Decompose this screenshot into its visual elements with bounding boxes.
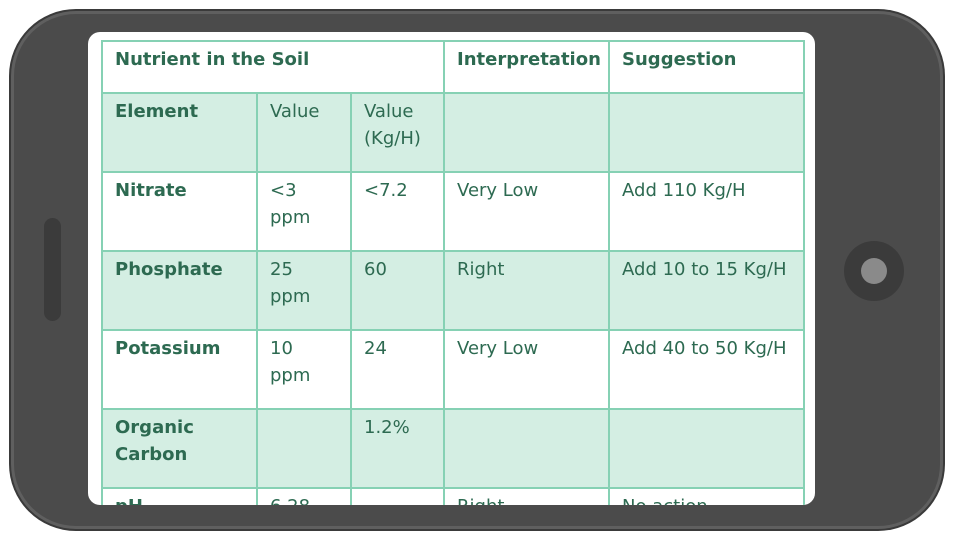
table-cell: No action [608, 487, 806, 505]
header-row: Nutrient in the Soil Interpretation Sugges… [100, 40, 806, 94]
table-cell: 1.2% [349, 408, 446, 489]
table-cell [608, 408, 806, 489]
table-cell: <7.2 [349, 171, 446, 252]
table-cell: Add 10 to 15 Kg/H [608, 250, 806, 331]
table-cell: Add 40 to 50 Kg/H [608, 329, 806, 410]
table-cell [256, 408, 352, 489]
table-cell: Potassium [101, 329, 258, 410]
table-cell: Very Low [443, 329, 611, 410]
header-cell: Interpretation [443, 40, 611, 94]
table-cell: Nitrate [101, 171, 258, 252]
header-cell: Nutrient in the Soil [100, 40, 446, 94]
home-button[interactable] [844, 241, 904, 301]
table-cell: Phosphate [101, 250, 258, 331]
table-cell: 24 [349, 329, 446, 410]
table-row: Element Value Value (Kg/H) [101, 92, 806, 173]
table-cell: - [349, 487, 446, 505]
table-cell: pH [101, 487, 258, 505]
table-row: pH6.28-RightNo action [101, 487, 806, 505]
table-cell: 25 ppm [256, 250, 352, 331]
table-row: Potassium 10 ppm 24 Very Low Add 40 to 50 Kg… [101, 329, 806, 410]
table-cell: Right [443, 250, 611, 331]
table-cell: Very Low [443, 171, 611, 252]
table-cell: <3 ppm [256, 171, 352, 252]
nutrient-table: Nutrient in the Soil Interpretation Sugges… [100, 40, 806, 505]
side-button[interactable] [44, 218, 61, 321]
table-cell: Element [101, 92, 258, 173]
table-cell: 10 ppm [256, 329, 352, 410]
table-cell: Value (Kg/H) [349, 92, 446, 173]
table-row: Phosphate 25 ppm 60 Right Add 10 to 15 Kg/H [101, 250, 806, 331]
table-cell: 60 [349, 250, 446, 331]
table-row: Organic Carbon 1.2% [101, 408, 806, 489]
header-cell: Suggestion [608, 40, 806, 94]
table-cell: 6.28 [256, 487, 352, 505]
table-row: Nitrate <3 ppm <7.2 Very Low Add 110 Kg/H [101, 171, 806, 252]
table-cell [443, 92, 611, 173]
table-cell [608, 92, 806, 173]
table-cell: Organic Carbon [101, 408, 258, 489]
screen: Nutrient in the Soil Interpretation Sugges… [88, 32, 815, 505]
table-cell: Value [256, 92, 352, 173]
table-cell: Right [443, 487, 611, 505]
table-cell: Add 110 Kg/H [608, 171, 806, 252]
table-cell [443, 408, 611, 489]
